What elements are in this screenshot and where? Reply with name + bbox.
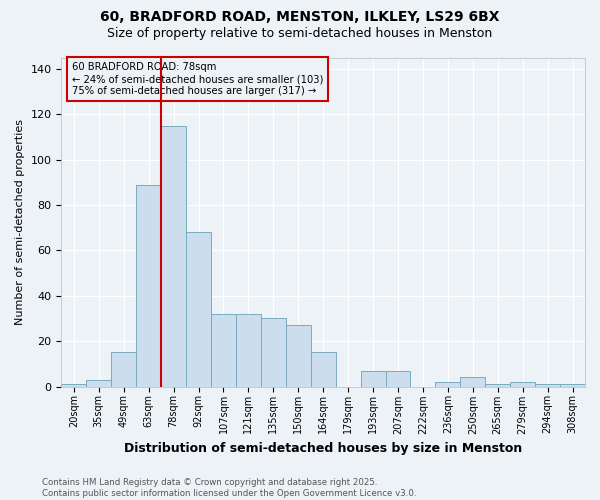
Bar	[311, 352, 335, 386]
Bar	[261, 318, 286, 386]
Bar	[61, 384, 86, 386]
Bar	[361, 370, 386, 386]
Bar	[136, 184, 161, 386]
Bar	[111, 352, 136, 386]
Bar	[186, 232, 211, 386]
Bar	[161, 126, 186, 386]
Bar	[386, 370, 410, 386]
Text: Contains HM Land Registry data © Crown copyright and database right 2025.
Contai: Contains HM Land Registry data © Crown c…	[42, 478, 416, 498]
Bar	[460, 378, 485, 386]
Bar	[560, 384, 585, 386]
Bar	[510, 382, 535, 386]
Bar	[286, 326, 311, 386]
X-axis label: Distribution of semi-detached houses by size in Menston: Distribution of semi-detached houses by …	[124, 442, 523, 455]
Bar	[236, 314, 261, 386]
Bar	[535, 384, 560, 386]
Bar	[436, 382, 460, 386]
Text: Size of property relative to semi-detached houses in Menston: Size of property relative to semi-detach…	[107, 28, 493, 40]
Bar	[485, 384, 510, 386]
Bar	[86, 380, 111, 386]
Text: 60 BRADFORD ROAD: 78sqm
← 24% of semi-detached houses are smaller (103)
75% of s: 60 BRADFORD ROAD: 78sqm ← 24% of semi-de…	[72, 62, 323, 96]
Text: 60, BRADFORD ROAD, MENSTON, ILKLEY, LS29 6BX: 60, BRADFORD ROAD, MENSTON, ILKLEY, LS29…	[100, 10, 500, 24]
Y-axis label: Number of semi-detached properties: Number of semi-detached properties	[15, 119, 25, 325]
Bar	[211, 314, 236, 386]
